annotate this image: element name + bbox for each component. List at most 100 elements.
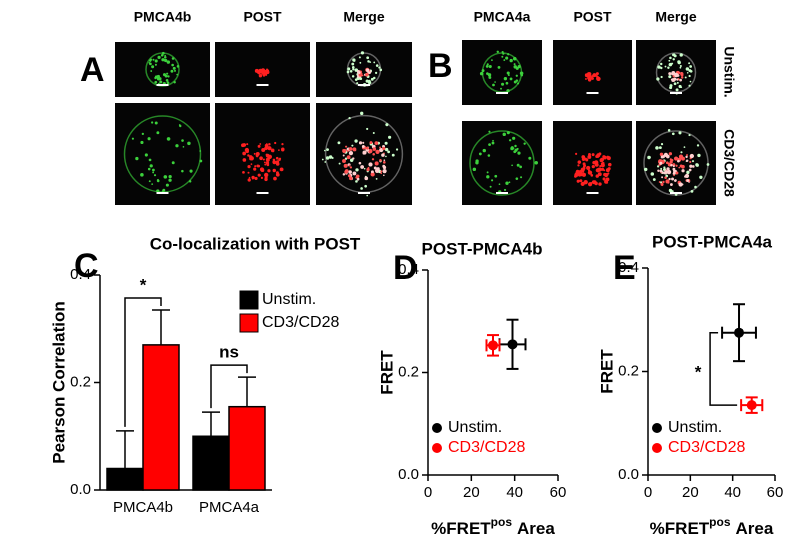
panel-letter: B bbox=[428, 47, 453, 85]
speck bbox=[357, 70, 361, 75]
micrograph bbox=[316, 42, 412, 97]
speck bbox=[381, 153, 385, 157]
speck bbox=[161, 51, 165, 55]
speck bbox=[275, 156, 279, 160]
speck bbox=[678, 154, 684, 159]
speck bbox=[369, 141, 373, 145]
speck bbox=[181, 139, 184, 142]
point bbox=[507, 339, 518, 350]
speck bbox=[158, 77, 162, 81]
speck bbox=[583, 164, 587, 167]
speck bbox=[678, 132, 681, 134]
speck bbox=[489, 185, 492, 188]
speck bbox=[349, 69, 353, 73]
speck bbox=[373, 166, 377, 170]
speck bbox=[689, 164, 693, 168]
speck bbox=[272, 160, 277, 165]
speck bbox=[515, 66, 519, 70]
speck bbox=[515, 74, 518, 77]
speck bbox=[247, 165, 251, 169]
speck bbox=[278, 149, 280, 151]
speck bbox=[372, 152, 375, 156]
micrograph bbox=[215, 103, 310, 205]
speck bbox=[363, 167, 366, 170]
chart-title: Co-localization with POST bbox=[150, 234, 361, 253]
speck bbox=[689, 80, 692, 83]
speck bbox=[347, 174, 351, 178]
speck bbox=[506, 131, 510, 135]
image-background bbox=[553, 40, 632, 105]
speck bbox=[168, 175, 172, 179]
speck bbox=[379, 147, 384, 153]
speck bbox=[148, 59, 152, 62]
speck bbox=[242, 158, 247, 162]
bar bbox=[228, 405, 266, 491]
speck bbox=[586, 166, 589, 170]
speck bbox=[669, 86, 673, 90]
speck bbox=[496, 50, 499, 53]
speck bbox=[660, 66, 663, 70]
speck bbox=[380, 170, 383, 173]
speck bbox=[669, 183, 673, 186]
speck bbox=[681, 169, 685, 173]
speck bbox=[689, 65, 693, 68]
speck bbox=[241, 143, 245, 148]
speck bbox=[643, 167, 648, 172]
speck bbox=[346, 149, 349, 152]
speck bbox=[187, 141, 191, 146]
speck bbox=[599, 158, 604, 163]
speck bbox=[688, 62, 691, 65]
speck bbox=[671, 132, 675, 136]
speck bbox=[670, 163, 673, 167]
speck bbox=[150, 70, 153, 72]
speck bbox=[492, 139, 494, 142]
micrograph bbox=[115, 103, 210, 205]
speck bbox=[151, 183, 154, 185]
legend-label: CD3/CD28 bbox=[668, 439, 745, 456]
x-tick-label: 0 bbox=[644, 484, 652, 501]
speck bbox=[659, 181, 663, 184]
speck bbox=[351, 65, 355, 69]
speck bbox=[679, 53, 683, 57]
speck bbox=[154, 63, 157, 66]
speck bbox=[272, 158, 276, 162]
y-tick-label: 0.0 bbox=[618, 466, 639, 483]
x-tick-label: 0 bbox=[424, 484, 432, 501]
point bbox=[488, 340, 498, 351]
column-header: PMCA4a bbox=[474, 9, 531, 25]
speck bbox=[668, 59, 671, 62]
speck bbox=[689, 153, 695, 159]
speck bbox=[598, 167, 603, 172]
speck bbox=[375, 149, 380, 154]
speck bbox=[367, 60, 370, 63]
speck bbox=[178, 124, 181, 126]
speck bbox=[679, 164, 683, 168]
row-header: Unstim. bbox=[721, 46, 737, 97]
speck bbox=[506, 71, 510, 75]
speck bbox=[694, 185, 697, 189]
speck bbox=[688, 134, 691, 137]
image-background bbox=[462, 40, 542, 105]
speck bbox=[500, 87, 502, 90]
speck bbox=[349, 176, 353, 181]
speck bbox=[149, 164, 153, 168]
speck bbox=[675, 171, 679, 175]
speck bbox=[256, 164, 260, 168]
speck bbox=[374, 71, 378, 75]
speck bbox=[349, 166, 353, 169]
speck bbox=[699, 175, 703, 179]
speck bbox=[370, 170, 374, 174]
speck bbox=[328, 155, 333, 159]
speck bbox=[173, 69, 177, 72]
speck bbox=[274, 141, 277, 145]
speck bbox=[366, 168, 370, 172]
speck bbox=[665, 161, 669, 165]
speck bbox=[672, 172, 676, 176]
speck bbox=[591, 153, 595, 157]
speck bbox=[358, 141, 363, 145]
speck bbox=[486, 63, 489, 66]
significance-label: ns bbox=[219, 343, 239, 362]
speck bbox=[358, 56, 361, 59]
point bbox=[734, 327, 745, 338]
speck bbox=[259, 156, 263, 161]
